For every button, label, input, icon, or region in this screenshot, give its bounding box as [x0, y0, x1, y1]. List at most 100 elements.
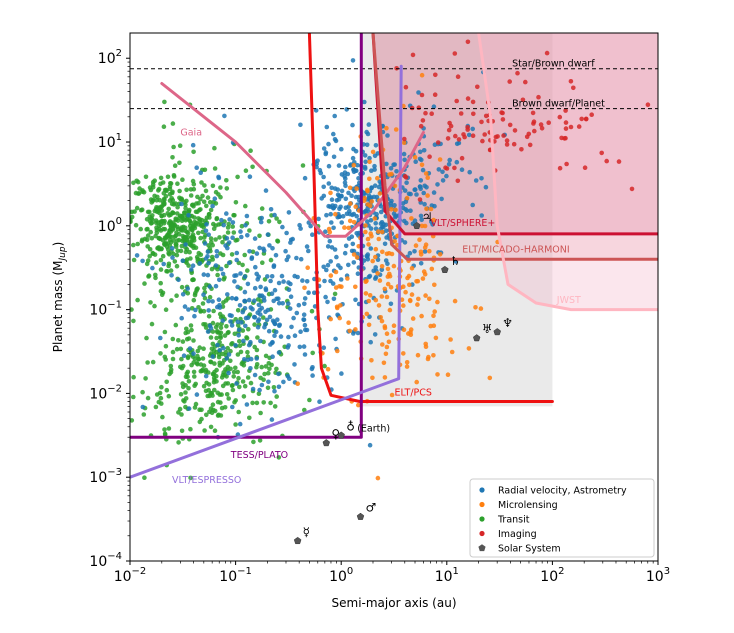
- point-rv: [217, 347, 222, 353]
- solar-symbol-neptune: ♆: [502, 316, 513, 330]
- y-tick-label: 10−1: [89, 300, 122, 319]
- point-rv: [203, 373, 209, 379]
- point-micro: [367, 293, 373, 298]
- point-rv: [298, 226, 303, 231]
- point-micro: [388, 285, 394, 290]
- point-rv: [213, 263, 219, 268]
- point-micro: [406, 273, 412, 279]
- point-micro: [389, 392, 395, 398]
- point-transit: [158, 395, 164, 401]
- point-transit: [174, 293, 179, 299]
- point-transit: [204, 203, 209, 209]
- point-rv: [236, 333, 241, 338]
- point-rv: [329, 185, 335, 191]
- point-transit: [204, 412, 209, 418]
- point-micro: [435, 299, 440, 305]
- point-rv: [366, 195, 372, 201]
- point-transit: [182, 210, 187, 215]
- point-rv: [206, 308, 211, 313]
- point-micro: [422, 272, 428, 277]
- point-rv: [230, 235, 235, 240]
- point-rv: [333, 336, 338, 342]
- point-transit: [199, 416, 204, 422]
- point-imaging: [531, 119, 537, 124]
- point-rv: [343, 196, 349, 202]
- point-rv: [186, 406, 192, 411]
- point-transit: [156, 245, 161, 250]
- point-rv: [226, 370, 231, 376]
- point-transit: [171, 174, 177, 179]
- point-micro: [335, 305, 340, 311]
- point-micro: [369, 358, 374, 363]
- point-micro: [347, 328, 353, 334]
- point-transit: [134, 178, 139, 184]
- point-transit: [175, 181, 180, 186]
- point-micro: [407, 282, 412, 288]
- point-rv: [265, 307, 271, 313]
- point-rv: [219, 266, 224, 272]
- point-rv: [207, 323, 213, 329]
- point-rv: [272, 287, 278, 293]
- point-transit: [210, 402, 216, 408]
- point-transit: [158, 280, 163, 286]
- point-rv: [436, 167, 442, 172]
- point-rv: [343, 176, 348, 181]
- point-imaging: [471, 111, 476, 117]
- point-rv: [467, 169, 473, 175]
- point-transit: [235, 352, 241, 357]
- point-transit: [138, 226, 143, 232]
- point-rv: [402, 188, 408, 193]
- point-transit: [156, 223, 162, 229]
- point-imaging: [409, 105, 415, 111]
- point-imaging: [568, 79, 574, 84]
- point-rv: [205, 253, 210, 259]
- point-rv: [292, 362, 297, 367]
- point-rv: [321, 174, 326, 180]
- point-rv: [262, 325, 267, 330]
- point-transit: [196, 200, 201, 206]
- point-micro: [375, 271, 380, 276]
- point-rv: [324, 267, 329, 273]
- point-transit: [235, 174, 240, 180]
- point-transit: [217, 311, 223, 317]
- point-rv: [247, 174, 253, 179]
- point-micro: [382, 286, 388, 292]
- point-imaging: [589, 112, 594, 117]
- point-rv: [321, 264, 327, 270]
- point-imaging: [563, 135, 568, 141]
- point-rv: [265, 274, 270, 279]
- solar-symbol-saturn: ♄: [450, 254, 461, 268]
- point-transit: [162, 197, 167, 203]
- point-transit: [200, 193, 205, 199]
- point-transit: [177, 160, 182, 166]
- point-micro: [419, 72, 425, 78]
- point-rv: [276, 371, 281, 377]
- point-rv: [334, 198, 340, 203]
- point-transit: [231, 230, 237, 235]
- point-micro: [389, 207, 394, 212]
- point-rv: [393, 213, 399, 219]
- point-transit: [307, 397, 312, 403]
- point-micro: [410, 316, 416, 321]
- point-transit: [162, 329, 168, 335]
- point-micro: [415, 302, 420, 307]
- point-imaging: [432, 92, 438, 97]
- point-transit: [210, 393, 215, 398]
- region-vlt-sphere-region: [373, 33, 658, 234]
- point-transit: [167, 371, 172, 377]
- point-transit: [189, 202, 195, 208]
- point-transit: [250, 249, 256, 255]
- point-rv: [205, 329, 211, 334]
- point-rv: [329, 197, 335, 202]
- point-imaging: [452, 165, 457, 171]
- point-micro: [445, 372, 451, 378]
- point-transit: [184, 247, 190, 252]
- point-transit: [179, 356, 184, 362]
- point-rv: [269, 417, 275, 422]
- point-transit: [224, 324, 229, 329]
- point-micro: [326, 226, 332, 232]
- point-rv: [350, 58, 356, 63]
- point-imaging: [418, 123, 424, 129]
- point-transit: [174, 242, 179, 247]
- point-rv: [421, 190, 427, 196]
